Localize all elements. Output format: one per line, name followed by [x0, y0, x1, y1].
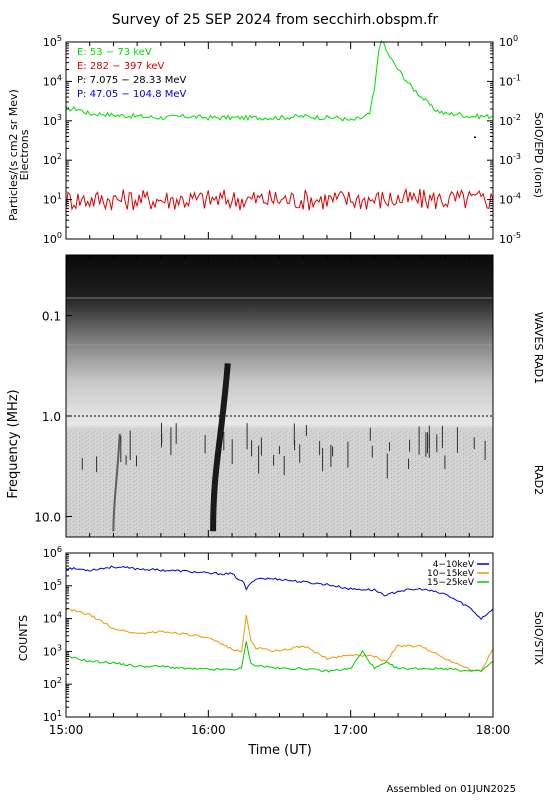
- stix-ylabel: COUNTS: [17, 615, 30, 661]
- epd-ylabel-line1: Particles/(s cm2 sr Mev): [7, 89, 20, 221]
- x-tick-label: 15:00: [49, 723, 84, 737]
- radio-burst: [210, 363, 231, 532]
- stix-instrument-label: SoIO/STIX: [532, 611, 545, 665]
- legend-entry: E: 53 − 73 keV: [77, 47, 152, 58]
- series-line: [65, 607, 494, 673]
- epd-panel: 10010110210310410510-510-410-310-210-110…: [7, 34, 545, 246]
- waves-rad1-label: WAVES RAD1: [532, 312, 545, 384]
- assembled-footer: Assembled on 01JUN2025: [386, 784, 516, 795]
- waves-axes-layer: 0.1 1.0 10.0: [34, 255, 494, 537]
- legend-entry: 15−25keV: [427, 578, 475, 588]
- waves-rad2-label: RAD2: [532, 465, 545, 495]
- legend-entry: P: 47.05 − 104.8 MeV: [77, 89, 187, 100]
- legend-entry: 4−10keV: [433, 560, 475, 570]
- x-tick-label: 17:00: [333, 723, 368, 737]
- epd-legend: E: 53 − 73 keV E: 282 − 397 keV P: 7.075 −…: [77, 47, 187, 100]
- series-line: [65, 40, 494, 122]
- radio-burst: [112, 433, 121, 532]
- waves-band-line-2: [66, 344, 493, 346]
- x-tick-label: 16:00: [191, 723, 226, 737]
- figure-title: Survey of 25 SEP 2024 from secchirh.obsp…: [112, 12, 439, 28]
- epd-ylabel-line2: Electrons: [18, 129, 31, 180]
- stix-series-layer: [65, 565, 494, 673]
- epd-instrument-label: SoIO/EPD (ions): [532, 112, 545, 198]
- legend-entry: P: 7.075 − 28.33 MeV: [77, 75, 187, 86]
- legend-entry: 10−15keV: [427, 569, 475, 579]
- x-tick-label: 18:00: [476, 723, 511, 737]
- series-line: [65, 641, 494, 673]
- waves-band-line-1: [66, 297, 493, 299]
- y-tick-label: 1.0: [42, 410, 61, 424]
- series-line: [65, 187, 494, 211]
- waves-ylabel: Frequency (MHz): [6, 389, 21, 498]
- series-line: [65, 565, 494, 621]
- stix-xlabel: Time (UT): [247, 743, 312, 758]
- legend-entry: E: 282 − 397 keV: [77, 61, 165, 72]
- waves-burst-layer: [66, 363, 493, 532]
- y-tick-label: 10.0: [34, 510, 61, 524]
- epd-series-layer: [65, 40, 494, 211]
- y-tick-label: 0.1: [42, 310, 61, 324]
- series-point: [474, 136, 477, 138]
- waves-panel: 0.1 1.0 10.0 Frequency (MHz) WAVES RAD1 RA…: [6, 254, 545, 538]
